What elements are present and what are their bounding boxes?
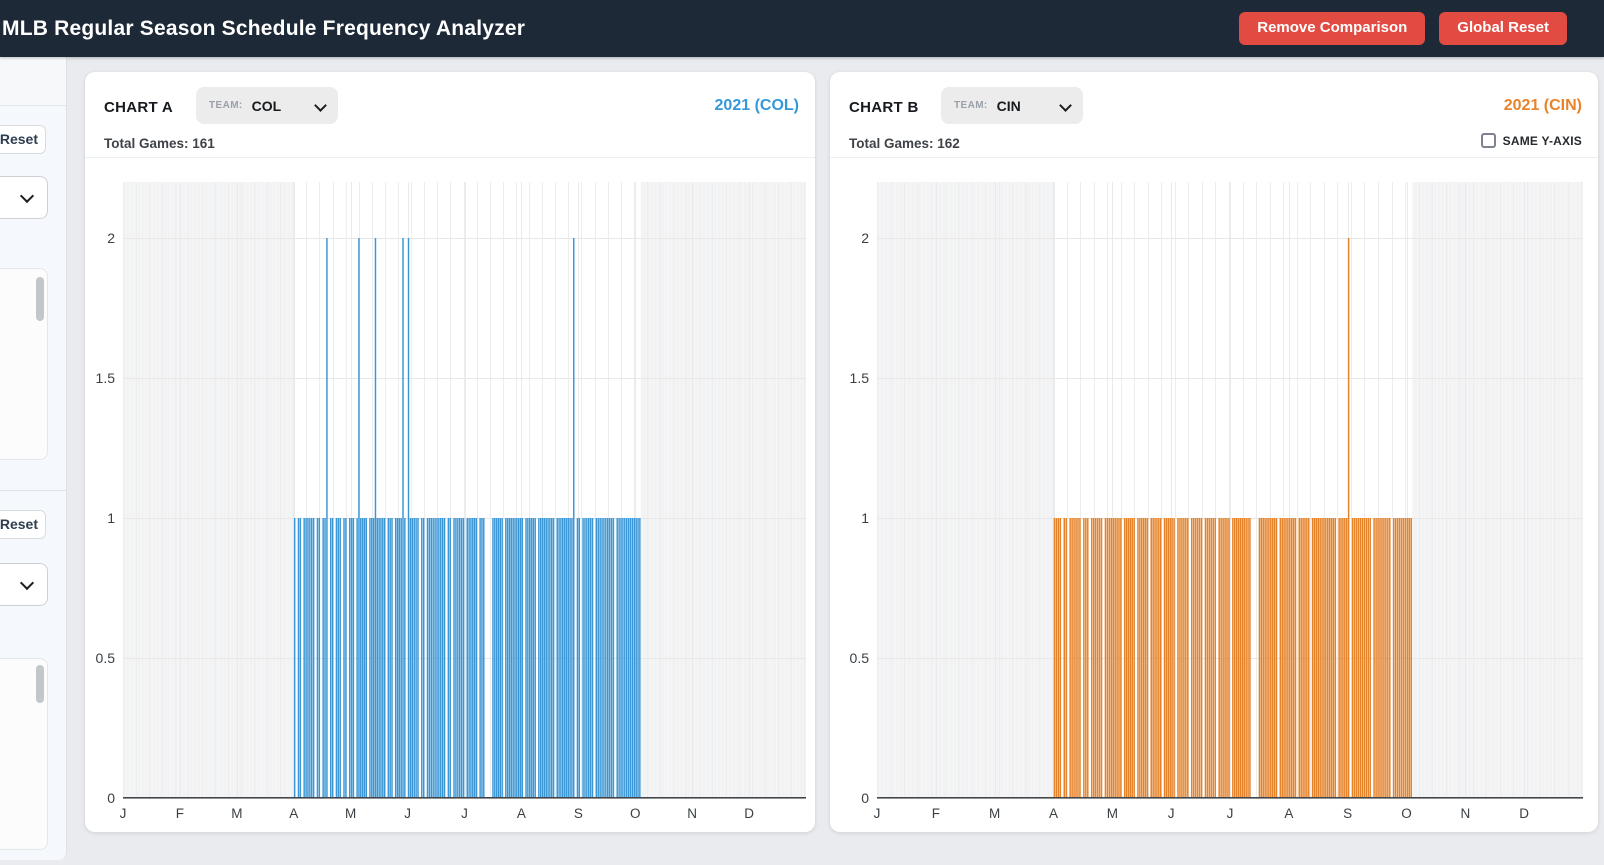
y-axis-tick-label: 1.5: [95, 370, 115, 386]
x-axis-month-label: M: [989, 806, 1001, 821]
y-axis-tick-label: 1.5: [849, 370, 869, 386]
x-axis-month-label: F: [931, 806, 940, 821]
panel-header-divider: [830, 157, 1598, 158]
x-axis-month-label: N: [687, 806, 698, 821]
team-select-value: COL: [251, 97, 282, 114]
x-axis-month-label: J: [873, 806, 881, 821]
scrollbar-thumb[interactable]: [36, 665, 44, 703]
x-axis-month-label: J: [461, 806, 468, 821]
scrollbar-thumb[interactable]: [36, 277, 44, 321]
x-axis-month-label: J: [1167, 806, 1175, 821]
chevron-down-icon: [19, 188, 35, 204]
chart-b-title: CHART B: [849, 99, 919, 116]
y-axis-tick-label: 1: [861, 510, 869, 526]
app-title: MLB Regular Season Schedule Frequency An…: [2, 16, 526, 40]
chart-a-plot-area: 0 0.5 1 1.5 2 J F M A M J J A S O N D: [85, 182, 815, 832]
x-axis-month-label: A: [516, 806, 526, 821]
x-axis-month-label: D: [1519, 806, 1530, 821]
chart-a-year-badge: 2021 (COL): [714, 97, 799, 114]
chart-b-total-games: Total Games: 162: [849, 136, 960, 151]
sidebar-reset-button-chart-b[interactable]: Reset: [0, 510, 46, 539]
x-axis-month-label: A: [289, 806, 299, 821]
y-axis-tick-label: 0.5: [849, 650, 869, 666]
x-axis-month-label: M: [231, 806, 243, 821]
chart-a-total-games: Total Games: 161: [104, 136, 215, 151]
team-select-label: TEAM:: [954, 100, 988, 111]
sidebar-listbox-chart-a[interactable]: [0, 268, 48, 460]
sidebar-dropdown-chart-b[interactable]: [0, 563, 48, 606]
sidebar-reset-button-chart-a[interactable]: Reset: [0, 125, 46, 154]
sidebar-dropdown-chart-a[interactable]: [0, 176, 48, 219]
frequency-bar-chart-canvas: [123, 182, 806, 800]
same-y-axis-control[interactable]: SAME Y-AXIS: [1480, 133, 1582, 148]
team-select-label: TEAM:: [209, 100, 243, 111]
top-navbar: MLB Regular Season Schedule Frequency An…: [0, 0, 1604, 57]
x-axis-month-label: F: [175, 806, 185, 821]
x-axis-month-label: S: [1343, 806, 1353, 821]
frequency-bar-chart-canvas: [877, 182, 1583, 800]
x-axis-month-label: O: [1401, 806, 1412, 821]
navbar-actions: Remove Comparison Global Reset: [1239, 12, 1567, 45]
x-axis-month-label: A: [1048, 806, 1059, 821]
x-axis-month-label: J: [1226, 806, 1234, 821]
sidebar-listbox-chart-b[interactable]: [0, 658, 48, 850]
y-axis-tick-label: 0.5: [95, 650, 115, 666]
y-axis-tick-label: 0: [107, 790, 115, 806]
chart-b-year-badge: 2021 (CIN): [1503, 97, 1582, 114]
x-axis-month-label: M: [1106, 806, 1118, 821]
x-axis-month-label: M: [345, 806, 357, 821]
x-axis-month-label: J: [119, 806, 127, 821]
x-axis-month-label: O: [629, 806, 641, 821]
team-select-b[interactable]: TEAM: CIN: [941, 87, 1083, 124]
same-y-axis-label: SAME Y-AXIS: [1502, 133, 1582, 148]
chevron-down-icon: [19, 575, 35, 591]
chart-b-plot-area: 0 0.5 1 1.5 2 J F M A M J J A S O N D: [830, 182, 1598, 832]
chart-b-panel: CHART B TEAM: CIN 2021 (CIN) Total Games…: [830, 72, 1598, 832]
y-axis-tick-label: 0: [861, 790, 869, 806]
team-select-value: CIN: [996, 97, 1021, 114]
chart-a-panel: CHART A TEAM: COL 2021 (COL) Total Games…: [85, 72, 815, 832]
x-axis-month-label: D: [744, 806, 754, 821]
chevron-down-icon: [314, 99, 327, 112]
global-reset-button[interactable]: Global Reset: [1439, 12, 1567, 45]
team-select-a[interactable]: TEAM: COL: [196, 87, 338, 124]
y-axis-tick-label: 2: [861, 230, 869, 246]
same-y-axis-checkbox[interactable]: [1480, 133, 1496, 148]
chart-a-title: CHART A: [104, 99, 174, 116]
panel-header-divider: [85, 157, 815, 158]
y-axis-tick-label: 1: [107, 510, 115, 526]
x-axis-month-label: J: [404, 806, 411, 821]
sidebar-section-divider: [0, 490, 66, 491]
controls-sidebar: Reset Reset: [0, 57, 67, 860]
x-axis-month-label: S: [573, 806, 583, 821]
y-axis-tick-label: 2: [107, 230, 115, 246]
sidebar-header-area: [0, 57, 66, 106]
x-axis-month-label: A: [1284, 806, 1294, 821]
x-axis-month-label: N: [1460, 806, 1471, 821]
remove-comparison-button[interactable]: Remove Comparison: [1239, 12, 1426, 45]
chevron-down-icon: [1059, 99, 1072, 112]
